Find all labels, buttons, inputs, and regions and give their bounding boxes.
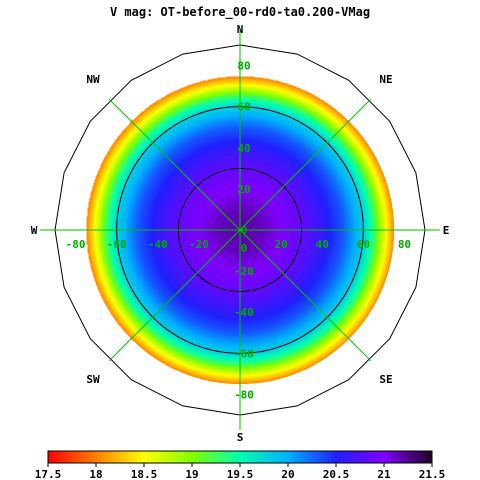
- chart-title: V mag: OT-before_00-rd0-ta0.200-VMag: [110, 5, 370, 20]
- compass-e: E: [443, 224, 450, 237]
- colorbar-tick-label: 19: [185, 468, 198, 480]
- tick-label-zero_v: 0: [241, 242, 248, 255]
- colorbar-tick-labels: 17.5 18 18.5 19 19.5 20 20.5 21 21.5: [35, 463, 446, 480]
- tick-label-s20: -20: [234, 265, 254, 278]
- tick-label-n80: 80: [237, 60, 250, 73]
- tick-label-n20: 20: [237, 183, 250, 196]
- tick-label-w40: -40: [148, 238, 168, 251]
- colorbar-tick-label: 18.5: [131, 468, 158, 480]
- compass-n: N: [237, 23, 244, 36]
- radial-tick-labels: 20 40 60 80 -20 -40 -60 -80 20 40 60 80 -20 -40 -60 -80…: [66, 60, 411, 402]
- compass-w: W: [31, 224, 38, 237]
- compass-se: SE: [379, 373, 392, 386]
- colorbar: 17.5 18 18.5 19 19.5 20 20.5 21 21.5: [35, 450, 446, 480]
- compass-sw: SW: [86, 373, 100, 386]
- tick-label-w20: -20: [189, 238, 209, 251]
- colorbar-gradient: [47, 450, 433, 464]
- tick-label-s40: -40: [234, 306, 254, 319]
- tick-label-e40: 40: [316, 238, 329, 251]
- tick-label-n60: 60: [237, 101, 250, 114]
- tick-label-e80: 80: [398, 238, 411, 251]
- colorbar-tick-label: 21.5: [419, 468, 446, 480]
- grid-line-135: [108, 98, 372, 362]
- compass-ne: NE: [379, 73, 392, 86]
- tick-label-e60: 60: [357, 238, 370, 251]
- tick-label-n40: 40: [237, 142, 250, 155]
- colorbar-tick-label: 19.5: [227, 468, 254, 480]
- tick-label-zero_h: 0: [241, 224, 248, 237]
- colorbar-tick-label: 18: [89, 468, 102, 480]
- colorbar-tick-label: 21: [377, 468, 391, 480]
- compass-labels: N NE E SE S SW W NW: [31, 23, 450, 444]
- colorbar-tick-label: 20.5: [323, 468, 350, 480]
- tick-label-e20: 20: [274, 238, 287, 251]
- compass-grid-lines: [40, 30, 440, 430]
- compass-nw: NW: [86, 73, 100, 86]
- tick-label-s60: -60: [234, 347, 254, 360]
- colorbar-tick-label: 17.5: [35, 468, 62, 480]
- tick-label-s80: -80: [234, 388, 254, 401]
- colorbar-tick-label: 20: [281, 468, 294, 480]
- tick-label-w80: -80: [66, 238, 86, 251]
- tick-label-w60: -60: [107, 238, 127, 251]
- compass-s: S: [237, 431, 244, 444]
